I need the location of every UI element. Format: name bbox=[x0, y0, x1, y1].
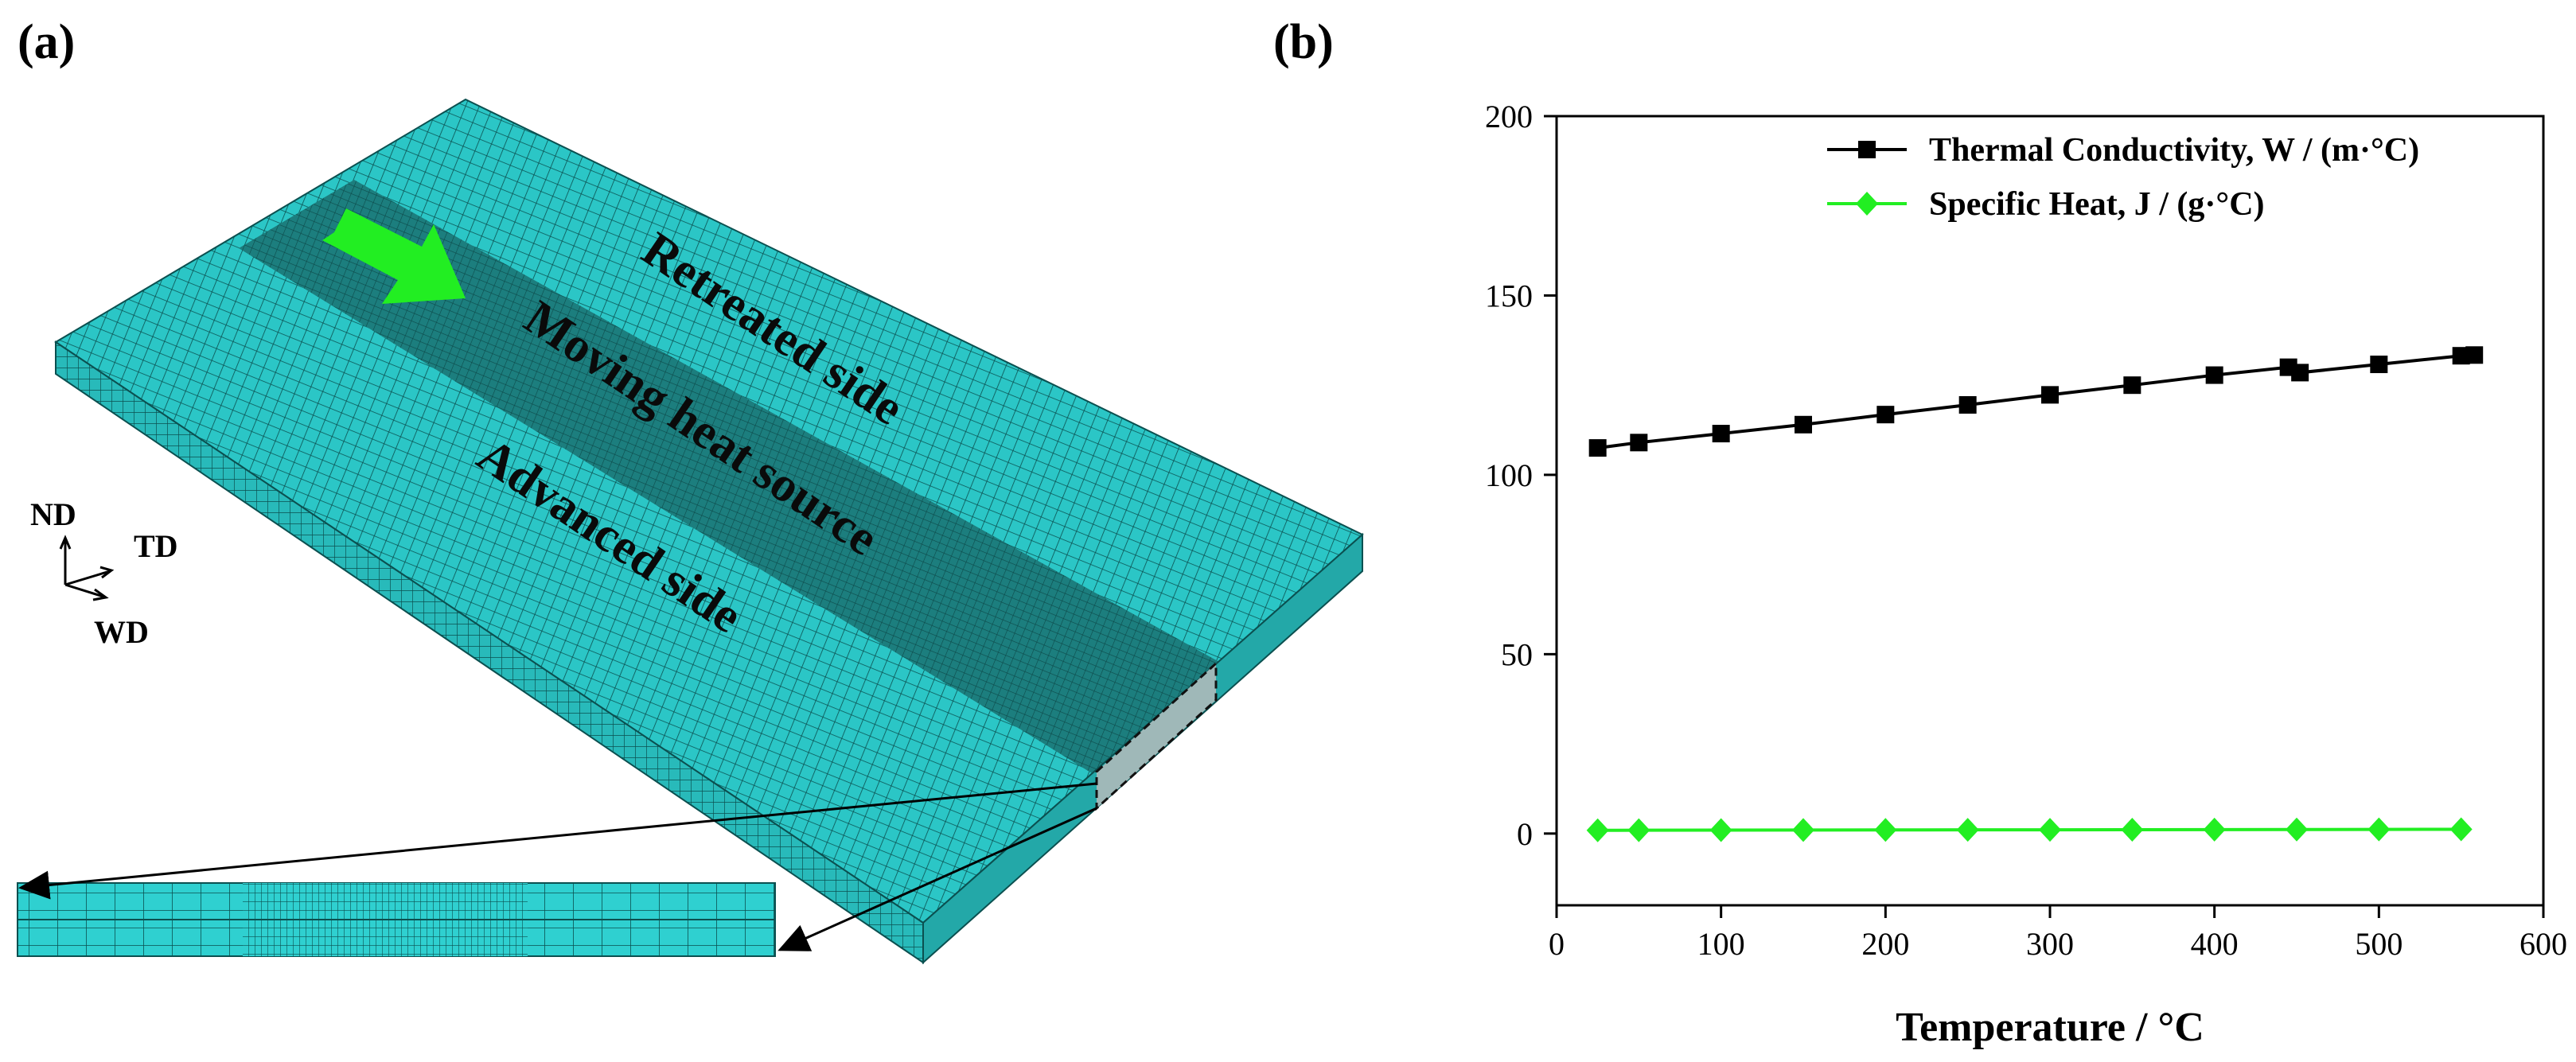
property-chart: 0 100 200 300 400 500 600 0 50 100 150 200 Thermal … bbox=[1485, 99, 2567, 1050]
legend-label-1: Specific Heat, J / (g·°C) bbox=[1929, 186, 2265, 223]
data-point-series-1 bbox=[2039, 818, 2061, 842]
leader-arrow-bottom bbox=[777, 807, 1097, 951]
data-point-series-0 bbox=[1712, 425, 1730, 443]
data-point-series-0 bbox=[2452, 347, 2470, 365]
data-point-series-1 bbox=[2368, 817, 2391, 842]
data-point-series-0 bbox=[2041, 386, 2059, 404]
data-point-series-1 bbox=[2449, 817, 2473, 842]
data-point-series-1 bbox=[1874, 818, 1897, 842]
x-tick-label: 0 bbox=[1549, 926, 1565, 962]
y-tick-label: 0 bbox=[1517, 816, 1533, 852]
wd-axis-label: WD bbox=[94, 614, 149, 650]
panel-label-b: (b) bbox=[1273, 15, 1334, 69]
data-point-series-0 bbox=[2291, 364, 2309, 382]
data-point-series-0 bbox=[2465, 346, 2484, 364]
x-tick-label: 500 bbox=[2355, 926, 2403, 962]
weld-zone-band bbox=[239, 180, 1219, 773]
mesh-illustration: Retreated side Moving heat source Advanc… bbox=[17, 98, 1364, 965]
data-point-series-1 bbox=[1709, 818, 1732, 842]
x-tick-label: 200 bbox=[1861, 926, 1909, 962]
panel-label-a: (a) bbox=[18, 15, 76, 69]
data-point-series-1 bbox=[2121, 817, 2144, 842]
data-point-series-0 bbox=[2205, 366, 2223, 384]
legend-marker-0 bbox=[1858, 141, 1876, 158]
x-tick-label: 400 bbox=[2191, 926, 2239, 962]
data-point-series-0 bbox=[1795, 415, 1812, 434]
data-point-series-1 bbox=[1956, 818, 1979, 842]
legend-label-0: Thermal Conductivity, W / (m·°C) bbox=[1929, 132, 2419, 169]
x-tick-label: 300 bbox=[2026, 926, 2074, 962]
y-tick-label: 150 bbox=[1485, 278, 1533, 313]
cross-section-detail bbox=[17, 882, 776, 957]
y-tick-label: 100 bbox=[1485, 457, 1533, 493]
coordinate-triad: ND TD WD bbox=[30, 496, 178, 650]
data-point-series-1 bbox=[1586, 818, 1609, 842]
x-axis-title: Temperature / °C bbox=[1896, 1005, 2204, 1050]
leader-arrow-top bbox=[18, 782, 1097, 900]
legend-marker-1 bbox=[1856, 192, 1878, 216]
td-axis-label: TD bbox=[134, 528, 178, 564]
data-point-series-0 bbox=[1588, 439, 1607, 457]
data-point-series-1 bbox=[2286, 817, 2308, 842]
data-point-series-1 bbox=[1627, 818, 1650, 842]
nd-axis-label: ND bbox=[30, 496, 76, 532]
data-point-series-1 bbox=[2203, 817, 2226, 842]
data-point-series-0 bbox=[2370, 356, 2388, 374]
data-point-series-1 bbox=[1792, 818, 1814, 842]
x-tick-label: 600 bbox=[2519, 926, 2567, 962]
y-tick-label: 50 bbox=[1501, 636, 1533, 672]
series-line-1 bbox=[1597, 827, 2461, 832]
y-tick-label: 200 bbox=[1485, 99, 1533, 134]
data-point-series-0 bbox=[1630, 434, 1648, 452]
data-point-series-0 bbox=[1876, 406, 1895, 424]
x-tick-label: 100 bbox=[1697, 926, 1745, 962]
section-highlight bbox=[1095, 660, 1218, 811]
data-point-series-0 bbox=[2123, 376, 2141, 395]
travel-direction-arrow bbox=[322, 208, 466, 304]
data-point-series-0 bbox=[1958, 395, 1977, 414]
series-line-0 bbox=[1597, 353, 2475, 450]
plot-frame bbox=[1555, 115, 2545, 907]
